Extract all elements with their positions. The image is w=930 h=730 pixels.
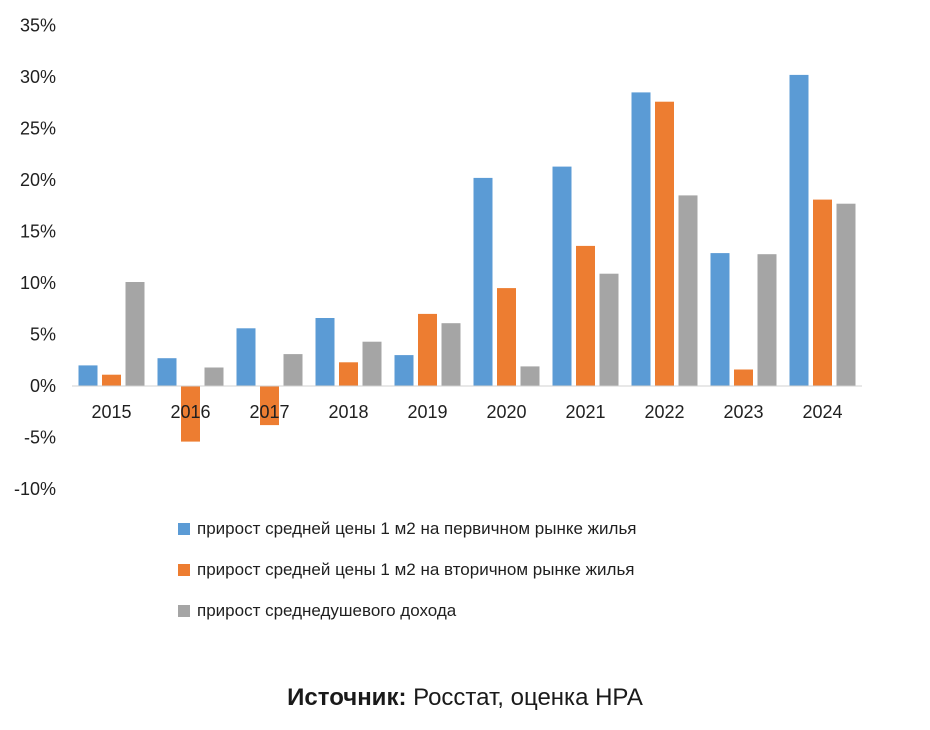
y-tick-label: 10%	[20, 273, 56, 293]
bar-series-2-2018	[362, 341, 382, 386]
bar-series-1-2018	[339, 362, 358, 386]
bar-series-0-2017	[236, 328, 256, 386]
y-tick-label: 35%	[20, 16, 56, 36]
x-tick-label: 2020	[486, 402, 526, 422]
bar-series-1-2019	[418, 313, 437, 386]
bar-series-0-2016	[157, 358, 177, 386]
bar-series-2-2017	[283, 354, 303, 386]
legend-item-secondary: прирост средней цены 1 м2 на вторичном р…	[178, 560, 637, 580]
legend: прирост средней цены 1 м2 на первичном р…	[178, 519, 637, 642]
legend-label-primary: прирост средней цены 1 м2 на первичном р…	[197, 519, 637, 538]
bar-series-2-2022	[678, 195, 698, 386]
legend-label-secondary: прирост средней цены 1 м2 на вторичном р…	[197, 560, 635, 579]
x-axis: 2015 2016 2017 2018 2019 2020 2021 2022 2023 2024	[91, 402, 842, 422]
legend-label-income: прирост среднедушевого дохода	[197, 601, 457, 620]
y-tick-label: 30%	[20, 67, 56, 87]
bars	[78, 74, 856, 442]
x-tick-label: 2018	[328, 402, 368, 422]
bar-series-2-2015	[125, 282, 145, 386]
bar-series-1-2015	[102, 374, 121, 386]
bar-series-0-2020	[473, 177, 493, 386]
bar-series-2-2020	[520, 366, 540, 386]
bar-series-0-2022	[631, 92, 651, 387]
bar-chart: 35%30%25%20%15%10%5%0%-5%-10% 2015 2016 20…	[14, 16, 862, 500]
x-tick-label: 2022	[644, 402, 684, 422]
y-tick-label: 15%	[20, 222, 56, 242]
bar-series-0-2021	[552, 166, 572, 386]
source-note: Источник: Росстат, оценка НРА	[0, 684, 930, 712]
legend-swatch-secondary	[178, 564, 190, 576]
bar-series-0-2015	[78, 365, 98, 386]
legend-swatch-income	[178, 605, 190, 617]
legend-item-income: прирост среднедушевого дохода	[178, 601, 637, 621]
x-tick-label: 2021	[565, 402, 605, 422]
bar-series-1-2022	[655, 101, 674, 386]
bar-series-2-2016	[204, 367, 224, 386]
x-tick-label: 2016	[170, 402, 210, 422]
bar-series-0-2018	[315, 318, 335, 386]
legend-swatch-primary	[178, 523, 190, 535]
x-tick-label: 2023	[723, 402, 763, 422]
y-tick-label: -5%	[24, 428, 56, 448]
bar-series-0-2019	[394, 355, 414, 386]
bar-series-2-2023	[757, 254, 777, 386]
source-text: Росстат, оценка НРА	[406, 684, 643, 711]
x-tick-label: 2019	[407, 402, 447, 422]
x-tick-label: 2017	[249, 402, 289, 422]
x-tick-label: 2015	[91, 402, 131, 422]
source-label: Источник:	[287, 684, 407, 711]
legend-item-primary: прирост средней цены 1 м2 на первичном р…	[178, 519, 637, 539]
y-tick-label: 25%	[20, 119, 56, 139]
bar-series-2-2024	[836, 203, 856, 386]
bar-series-1-2017	[260, 386, 279, 426]
y-tick-label: 0%	[30, 376, 56, 396]
y-tick-label: 5%	[30, 325, 56, 345]
y-tick-label: -10%	[14, 479, 56, 499]
bar-series-1-2021	[576, 245, 595, 386]
bar-series-1-2024	[813, 199, 832, 386]
bar-series-0-2024	[789, 74, 809, 387]
bar-series-0-2023	[710, 253, 730, 386]
y-tick-label: 20%	[20, 170, 56, 190]
bar-series-1-2023	[734, 369, 753, 386]
y-axis: 35% 30% 25% 20% 15% 10% 5% 0% -5% -10%	[14, 16, 56, 500]
x-tick-label: 2024	[802, 402, 842, 422]
bar-series-2-2019	[441, 323, 461, 386]
bar-series-2-2021	[599, 273, 619, 386]
bar-series-1-2020	[497, 288, 516, 386]
bar-series-1-2016	[181, 386, 200, 442]
